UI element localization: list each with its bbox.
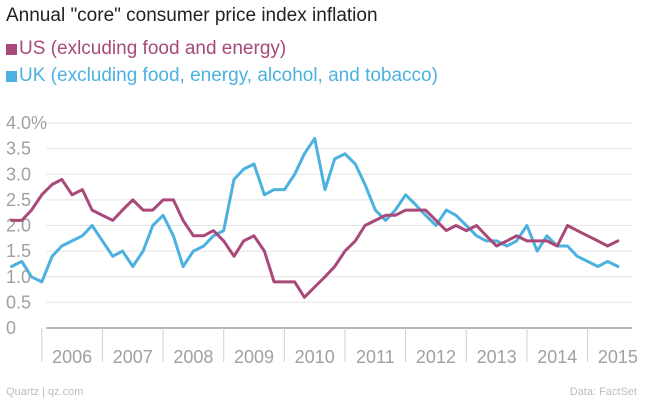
series-line-us xyxy=(10,177,620,299)
source-credit: Quartz | qz.com xyxy=(6,386,84,398)
legend-item-uk: UK (excluding food, energy, alcohol, and… xyxy=(6,65,438,87)
chart-title: Annual "core" consumer price index infla… xyxy=(6,5,378,26)
y-tick-label: 3.5 xyxy=(6,139,31,159)
y-tick-label: 1.0 xyxy=(6,267,31,287)
x-tick-label: 2012 xyxy=(416,347,456,367)
legend-label-us: US (exlcuding food and energy) xyxy=(19,38,287,59)
y-tick-label: 0.5 xyxy=(6,292,31,312)
y-tick-label: 4.0% xyxy=(6,113,47,133)
x-tick-label: 2014 xyxy=(537,347,577,367)
x-tick-label: 2008 xyxy=(173,347,213,367)
y-tick-label: 1.5 xyxy=(6,241,31,261)
y-tick-label: 3.0 xyxy=(6,164,31,184)
series-lines xyxy=(10,136,620,299)
y-axis-ticks: 0 0.5 1.0 1.5 2.0 2.5 3.0 3.5 4.0% xyxy=(6,113,47,338)
gridlines xyxy=(46,122,632,329)
legend-swatch-us xyxy=(6,43,17,55)
x-tick-label: 2011 xyxy=(356,347,395,367)
x-tick-label: 2010 xyxy=(295,347,335,367)
x-tick-label: 2007 xyxy=(113,347,153,367)
data-source: Data: FactSet xyxy=(569,386,637,398)
x-axis-ticks: 2006 2007 2008 2009 2010 2011 2012 2013 2014 2015 xyxy=(41,328,638,367)
y-tick-label: 0 xyxy=(6,318,16,338)
y-tick-label: 2.5 xyxy=(6,190,31,210)
x-tick-label: 2006 xyxy=(52,347,92,367)
x-tick-label: 2015 xyxy=(598,347,638,367)
legend-swatch-uk xyxy=(6,70,17,82)
legend-label-uk: UK (excluding food, energy, alcohol, and… xyxy=(19,65,438,86)
y-tick-label: 2.0 xyxy=(6,216,31,236)
legend-item-us: US (exlcuding food and energy) xyxy=(6,38,286,60)
x-tick-label: 2009 xyxy=(234,347,274,367)
x-tick-label: 2013 xyxy=(477,347,517,367)
series-line-uk xyxy=(10,136,620,284)
